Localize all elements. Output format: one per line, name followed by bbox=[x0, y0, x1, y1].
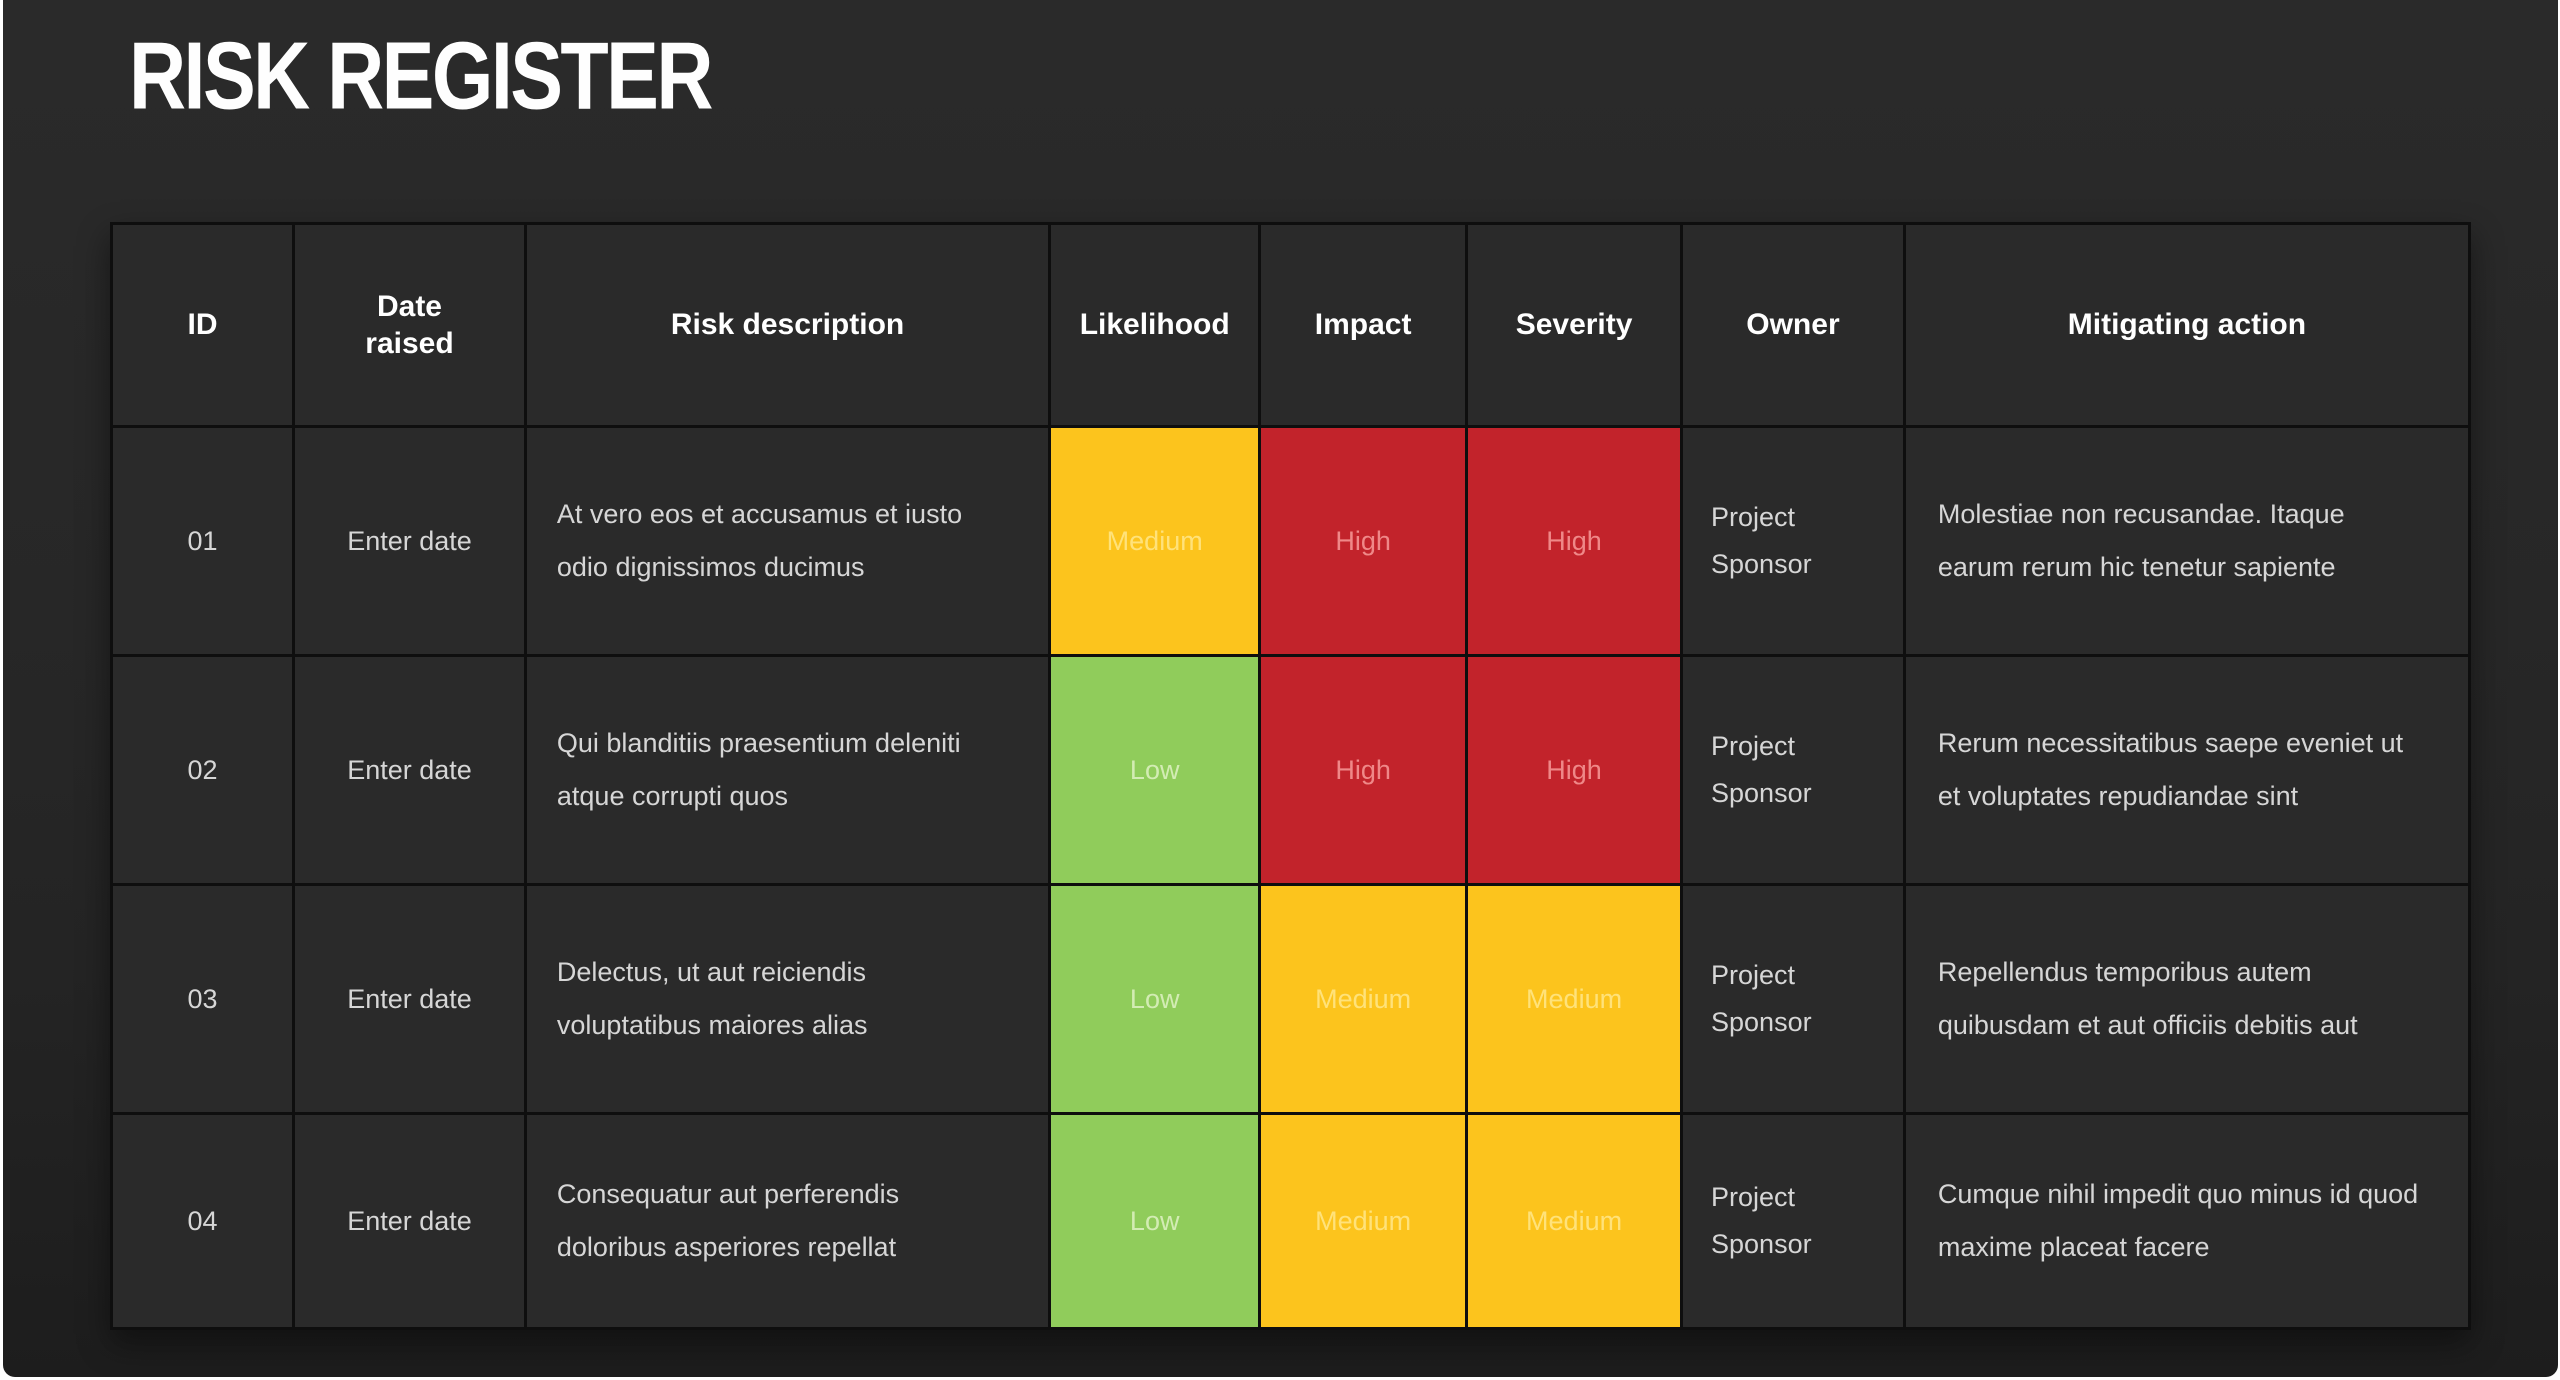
column-header-mitigating-action: Mitigating action bbox=[1905, 225, 2468, 425]
cell-mitigating-action[interactable]: Cumque nihil impedit quo minus id quod m… bbox=[1905, 1115, 2468, 1327]
slide-background: RISK REGISTER ID Date raised Risk descript… bbox=[3, 0, 2558, 1377]
cell-likelihood[interactable]: Low bbox=[1051, 657, 1259, 883]
column-header-severity: Severity bbox=[1468, 225, 1681, 425]
cell-id[interactable]: 01 bbox=[113, 428, 293, 654]
cell-id[interactable]: 03 bbox=[113, 886, 293, 1112]
cell-severity[interactable]: Medium bbox=[1468, 1115, 1681, 1327]
column-header-date-raised: Date raised bbox=[295, 225, 524, 425]
cell-severity[interactable]: High bbox=[1468, 428, 1681, 654]
risk-register-table: ID Date raised Risk description Likelihood I… bbox=[110, 222, 2471, 1330]
column-header-impact: Impact bbox=[1261, 225, 1466, 425]
cell-date-raised[interactable]: Enter date bbox=[295, 428, 524, 654]
cell-impact[interactable]: High bbox=[1261, 428, 1466, 654]
cell-likelihood[interactable]: Low bbox=[1051, 1115, 1259, 1327]
cell-impact[interactable]: Medium bbox=[1261, 1115, 1466, 1327]
column-header-likelihood: Likelihood bbox=[1051, 225, 1259, 425]
column-header-owner: Owner bbox=[1683, 225, 1903, 425]
cell-owner[interactable]: Project Sponsor bbox=[1683, 886, 1903, 1112]
cell-mitigating-action[interactable]: Molestiae non recusandae. Itaque earum r… bbox=[1905, 428, 2468, 654]
cell-mitigating-action[interactable]: Rerum necessitatibus saepe eveniet ut et… bbox=[1905, 657, 2468, 883]
cell-likelihood[interactable]: Low bbox=[1051, 886, 1259, 1112]
cell-id[interactable]: 02 bbox=[113, 657, 293, 883]
cell-owner[interactable]: Project Sponsor bbox=[1683, 657, 1903, 883]
column-header-id: ID bbox=[113, 225, 293, 425]
cell-date-raised[interactable]: Enter date bbox=[295, 657, 524, 883]
page-title: RISK REGISTER bbox=[129, 23, 714, 130]
cell-id[interactable]: 04 bbox=[113, 1115, 293, 1327]
cell-risk-description[interactable]: At vero eos et accusamus et iusto odio d… bbox=[526, 428, 1049, 654]
cell-date-raised[interactable]: Enter date bbox=[295, 886, 524, 1112]
cell-owner[interactable]: Project Sponsor bbox=[1683, 1115, 1903, 1327]
cell-risk-description[interactable]: Consequatur aut perferendis doloribus as… bbox=[526, 1115, 1049, 1327]
cell-risk-description[interactable]: Qui blanditiis praesentium deleniti atqu… bbox=[526, 657, 1049, 883]
column-header-risk-description: Risk description bbox=[526, 225, 1049, 425]
cell-date-raised[interactable]: Enter date bbox=[295, 1115, 524, 1327]
cell-severity[interactable]: High bbox=[1468, 657, 1681, 883]
cell-mitigating-action[interactable]: Repellendus temporibus autem quibusdam e… bbox=[1905, 886, 2468, 1112]
cell-severity[interactable]: Medium bbox=[1468, 886, 1681, 1112]
cell-impact[interactable]: Medium bbox=[1261, 886, 1466, 1112]
cell-likelihood[interactable]: Medium bbox=[1051, 428, 1259, 654]
cell-risk-description[interactable]: Delectus, ut aut reiciendis voluptatibus… bbox=[526, 886, 1049, 1112]
cell-owner[interactable]: Project Sponsor bbox=[1683, 428, 1903, 654]
cell-impact[interactable]: High bbox=[1261, 657, 1466, 883]
